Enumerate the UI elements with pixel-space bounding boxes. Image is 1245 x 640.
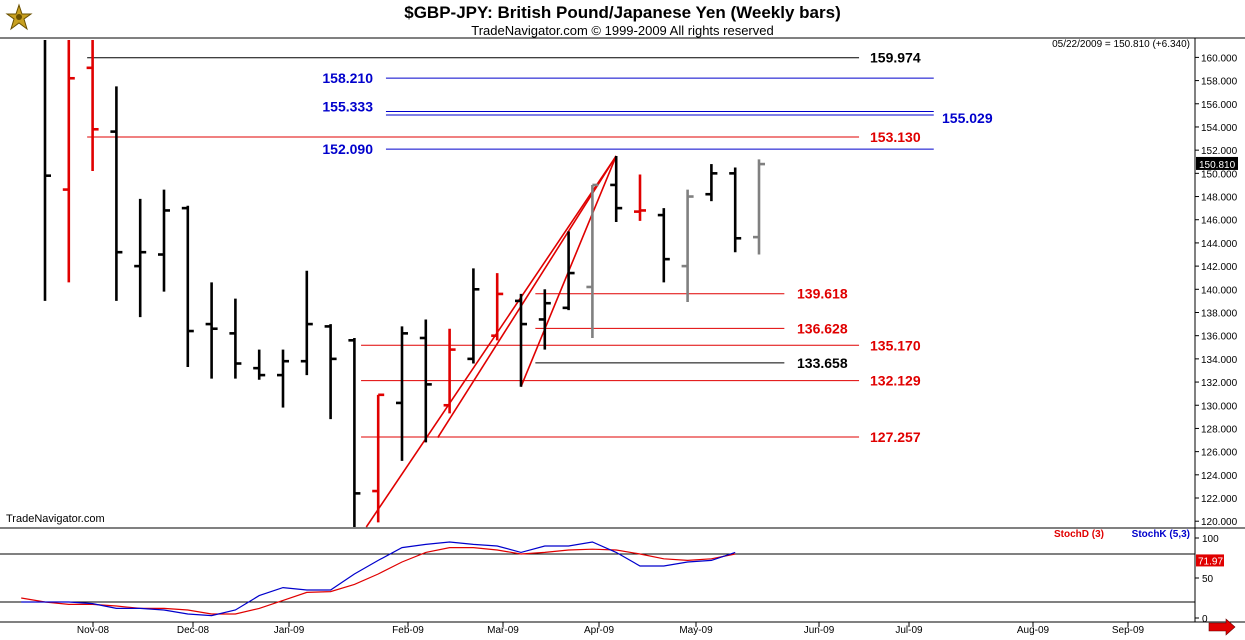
price-tick-label: 158.000 bbox=[1201, 77, 1238, 88]
stoch-tick-label: 0 bbox=[1202, 614, 1208, 625]
stoch-series-k bbox=[21, 541, 736, 617]
month-label: Sep-09 bbox=[1112, 625, 1145, 636]
stoch-legend-k: StochK (5,3) bbox=[1132, 529, 1190, 540]
price-tick-label: 138.000 bbox=[1201, 308, 1238, 319]
stoch-last-label: 71.97 bbox=[1198, 556, 1223, 567]
month-label: Apr-09 bbox=[584, 625, 614, 636]
price-tick-label: 128.000 bbox=[1201, 424, 1238, 435]
month-label: Jul-09 bbox=[895, 625, 923, 636]
price-tick-label: 148.000 bbox=[1201, 193, 1238, 204]
stoch-tick-label: 100 bbox=[1202, 534, 1219, 545]
month-label: Nov-08 bbox=[77, 625, 110, 636]
level-label-132.129: 132.129 bbox=[870, 373, 921, 389]
level-label-139.618: 139.618 bbox=[797, 286, 848, 302]
chart-title: $GBP-JPY: British Pound/Japanese Yen (We… bbox=[404, 3, 841, 22]
copyright-subtitle: TradeNavigator.com © 1999-2009 All right… bbox=[471, 23, 774, 38]
month-label: Jan-09 bbox=[274, 625, 305, 636]
price-tick-label: 154.000 bbox=[1201, 123, 1238, 134]
price-tick-label: 120.000 bbox=[1201, 517, 1238, 528]
stoch-last-box bbox=[1196, 554, 1224, 567]
level-label-155.333: 155.333 bbox=[322, 99, 373, 115]
level-label-158.210: 158.210 bbox=[322, 70, 373, 86]
level-label-136.628: 136.628 bbox=[797, 320, 848, 336]
stoch-legend-d: StochD (3) bbox=[1054, 529, 1104, 540]
scroll-right-arrow-icon bbox=[1208, 618, 1236, 636]
watermark: TradeNavigator.com bbox=[6, 513, 105, 525]
level-label-152.090: 152.090 bbox=[322, 141, 373, 157]
last-price-label: 150.810 bbox=[1199, 160, 1236, 171]
price-tick-label: 122.000 bbox=[1201, 494, 1238, 505]
price-tick-label: 152.000 bbox=[1201, 146, 1238, 157]
month-label: Aug-09 bbox=[1017, 625, 1050, 636]
price-tick-label: 130.000 bbox=[1201, 401, 1238, 412]
trade-navigator-logo-icon bbox=[3, 2, 35, 34]
price-tick-label: 140.000 bbox=[1201, 285, 1238, 296]
price-tick-label: 142.000 bbox=[1201, 262, 1238, 273]
price-tick-label: 126.000 bbox=[1201, 448, 1238, 459]
level-label-127.257: 127.257 bbox=[870, 429, 921, 445]
last-price-box bbox=[1196, 156, 1238, 170]
stoch-series-d bbox=[21, 546, 736, 615]
price-tick-label: 136.000 bbox=[1201, 332, 1238, 343]
price-tick-label: 134.000 bbox=[1201, 355, 1238, 366]
level-label-133.658: 133.658 bbox=[797, 355, 848, 371]
month-label: May-09 bbox=[679, 625, 713, 636]
month-label: Feb-09 bbox=[392, 625, 424, 636]
level-label-135.170: 135.170 bbox=[870, 337, 921, 353]
stoch-tick-label: 50 bbox=[1202, 574, 1214, 585]
level-label-159.974: 159.974 bbox=[870, 50, 921, 66]
month-label: Mar-09 bbox=[487, 625, 519, 636]
price-tick-label: 124.000 bbox=[1201, 471, 1238, 482]
price-tick-label: 146.000 bbox=[1201, 216, 1238, 227]
month-label: Dec-08 bbox=[177, 625, 210, 636]
trendline-2 bbox=[437, 155, 617, 439]
price-tick-label: 160.000 bbox=[1201, 53, 1238, 64]
last-price-info: 05/22/2009 = 150.810 (+6.340) bbox=[1052, 39, 1190, 50]
price-tick-label: 132.000 bbox=[1201, 378, 1238, 389]
price-tick-label: 156.000 bbox=[1201, 100, 1238, 111]
level-label-153.130: 153.130 bbox=[870, 129, 921, 145]
price-tick-label: 144.000 bbox=[1201, 239, 1238, 250]
level-label-155.029: 155.029 bbox=[942, 110, 993, 126]
price-tick-label: 150.000 bbox=[1201, 169, 1238, 180]
month-label: Jun-09 bbox=[804, 625, 835, 636]
trendline-1 bbox=[365, 155, 617, 528]
